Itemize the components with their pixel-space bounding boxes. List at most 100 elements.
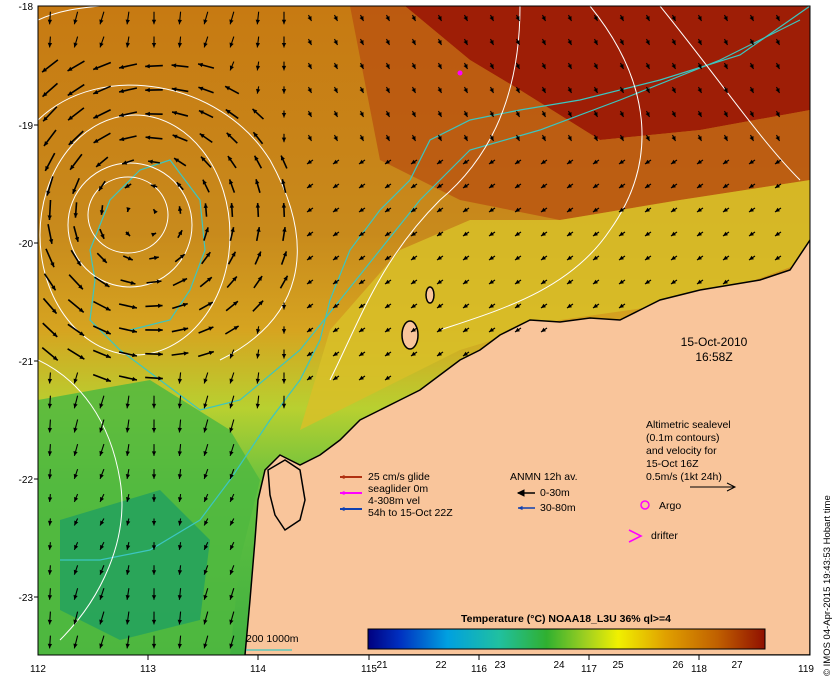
credit-text: © IMOS 04-Apr-2015 19:43:53 Hobart time (822, 495, 833, 676)
velocity-arrow (489, 38, 494, 46)
velocity-arrow (151, 611, 157, 625)
velocity-arrow (540, 303, 548, 309)
anmn-item2: 30-80m (540, 502, 576, 514)
velocity-arrow (775, 134, 780, 142)
velocity-arrow (618, 255, 626, 261)
velocity-arrow (436, 183, 444, 189)
warm-water-edge (350, 6, 810, 220)
velocity-arrow (198, 326, 214, 334)
velocity-arrow (697, 86, 702, 94)
velocity-arrow (436, 207, 444, 213)
velocity-arrow (67, 107, 85, 121)
velocity-arrow (178, 518, 183, 526)
velocity-arrow (540, 231, 548, 237)
velocity-arrow (488, 303, 496, 309)
velocity-arrow (41, 347, 59, 361)
velocity-arrow (384, 303, 392, 309)
velocity-arrow (619, 62, 624, 70)
velocity-arrow (203, 227, 209, 241)
velocity-arrow (280, 251, 288, 265)
velocity-arrow (748, 207, 756, 213)
velocity-arrow (120, 279, 136, 285)
velocity-arrow (69, 153, 83, 171)
velocity-arrow (618, 303, 626, 309)
colorbar-tick: 23 (494, 660, 506, 671)
velocity-arrow (514, 279, 522, 285)
velocity-arrow (281, 11, 287, 25)
velocity-arrow (411, 14, 416, 22)
altimetry-line3: and velocity for (646, 445, 717, 457)
velocity-arrow (307, 110, 312, 118)
velocity-arrow (171, 327, 189, 333)
velocity-arrow (541, 134, 546, 142)
velocity-arrow (47, 469, 53, 479)
velocity-arrow (41, 82, 59, 98)
velocity-arrow (177, 469, 183, 479)
anmn-title: ANMN 12h av. (510, 471, 578, 483)
velocity-arrow (172, 302, 188, 310)
velocity-arrow (124, 183, 132, 189)
velocity-arrow (200, 156, 212, 168)
velocity-arrow (125, 36, 130, 48)
velocity-arrow (151, 542, 157, 550)
velocity-arrow (749, 110, 754, 118)
velocity-arrow (306, 159, 314, 165)
velocity-arrow (99, 541, 105, 551)
velocity-arrow (697, 62, 702, 70)
velocity-arrow (385, 14, 390, 22)
velocity-arrow (619, 110, 624, 118)
velocity-arrow (98, 180, 106, 192)
velocity-arrow (618, 231, 626, 237)
velocity-arrow (540, 183, 548, 189)
velocity-arrow (723, 110, 728, 118)
velocity-arrow (697, 38, 702, 46)
velocity-arrow (150, 184, 158, 189)
velocity-arrow (514, 183, 522, 189)
velocity-arrow (462, 351, 470, 357)
velocity-arrow (306, 327, 314, 333)
velocity-arrow (73, 493, 79, 503)
velocity-arrow (252, 300, 264, 312)
velocity-arrow (618, 159, 626, 165)
velocity-arrow (125, 395, 130, 409)
velocity-arrow (254, 251, 262, 265)
velocity-arrow (281, 372, 287, 384)
velocity-arrow (172, 134, 188, 142)
velocity-arrow (644, 255, 652, 261)
velocity-arrow (567, 86, 572, 94)
lon-tick: 119 (798, 664, 814, 675)
velocity-arrow (99, 11, 105, 25)
velocity-arrow (229, 565, 235, 575)
velocity-arrow (225, 300, 239, 312)
velocity-arrow (619, 38, 624, 46)
velocity-arrow (358, 351, 366, 357)
velocity-arrow (340, 474, 362, 480)
velocity-arrow (256, 86, 261, 94)
velocity-arrow (697, 134, 702, 142)
velocity-arrow (775, 38, 780, 46)
velocity-arrow (151, 565, 157, 575)
velocity-arrow (177, 419, 182, 433)
colorbar (367, 628, 766, 650)
velocity-arrow (384, 231, 392, 237)
velocity-arrow (306, 207, 314, 213)
velocity-arrow (99, 419, 105, 433)
anmn-deep-arrow-icon (518, 505, 535, 511)
altimetry-legend: Altimetric sealevel (0.1m contours) and … (646, 419, 737, 492)
velocity-arrow (436, 159, 444, 165)
velocity-arrow (722, 159, 730, 165)
velocity-arrow (93, 109, 111, 119)
velocity-arrow (488, 207, 496, 213)
velocity-arrow (723, 134, 728, 142)
velocity-arrow (229, 36, 235, 48)
velocity-arrow (73, 36, 79, 48)
velocity-arrow (340, 506, 362, 512)
velocity-arrow (68, 130, 84, 146)
velocity-arrow (358, 327, 366, 333)
velocity-arrow (42, 322, 58, 338)
velocity-arrow (145, 303, 163, 308)
velocity-arrow (670, 159, 678, 165)
velocity-arrow (151, 395, 157, 409)
velocity-arrow (722, 231, 730, 237)
